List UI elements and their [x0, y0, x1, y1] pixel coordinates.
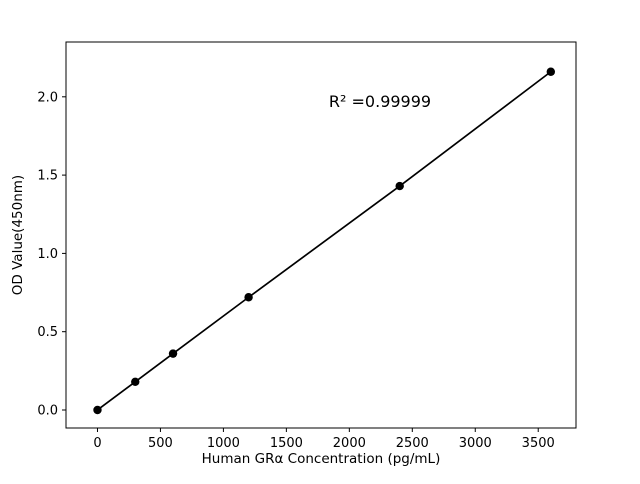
data-point [395, 181, 404, 191]
trend-line [96, 71, 552, 411]
data-point [93, 405, 102, 415]
y-tick-label: 0.5 [37, 325, 58, 340]
y-tick-label: 2.0 [37, 90, 58, 105]
x-tick-label: 500 [148, 436, 173, 451]
y-tick-label: 1.5 [37, 169, 58, 184]
data-point [546, 67, 556, 76]
r-squared-annotation: R² =0.99999 [329, 92, 431, 111]
plot-area: 0 500 1000 1500 2000 2500 3000 3500 0.0 0.5 1.0 1.5… [37, 41, 577, 451]
x-tick-label: 3000 [459, 436, 492, 451]
x-tick-label: 2000 [333, 436, 366, 451]
y-tick-label: 0.0 [37, 403, 58, 418]
plot-frame [65, 41, 577, 429]
x-tick-label: 3500 [522, 436, 555, 451]
x-tick-label: 1000 [207, 436, 240, 451]
data-point [168, 349, 178, 358]
data-point [244, 293, 253, 302]
x-tick-label: 0 [93, 436, 101, 451]
y-tick-label: 1.0 [37, 247, 58, 262]
y-axis-label: OD Value(450nm) [10, 175, 26, 295]
x-tick-label: 2500 [396, 436, 429, 451]
data-point [131, 377, 140, 387]
x-axis-label: Human GRα Concentration (pg/mL) [202, 451, 441, 467]
x-tick-label: 1500 [270, 436, 303, 451]
